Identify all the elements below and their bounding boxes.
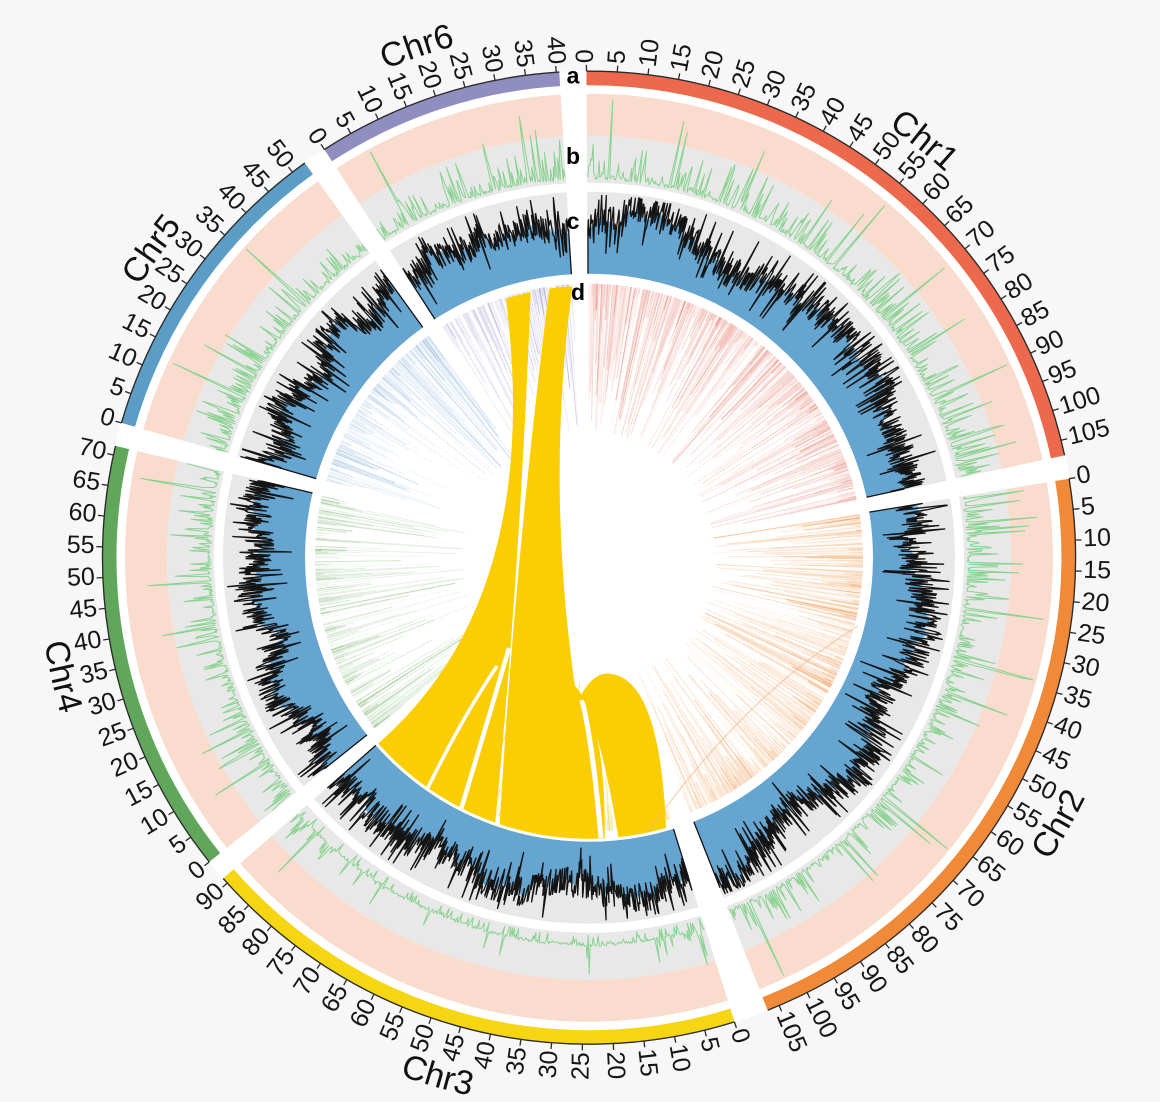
svg-text:70: 70 (76, 432, 109, 465)
svg-text:60: 60 (68, 498, 98, 528)
svg-text:45: 45 (68, 594, 99, 625)
svg-text:20: 20 (1080, 587, 1110, 617)
svg-text:25: 25 (567, 1052, 595, 1080)
svg-text:5: 5 (1080, 492, 1097, 521)
svg-text:c: c (567, 208, 580, 234)
svg-text:0: 0 (1074, 460, 1092, 490)
svg-text:40: 40 (468, 1039, 501, 1072)
svg-text:50: 50 (66, 563, 95, 592)
svg-text:25: 25 (444, 49, 478, 83)
svg-text:a: a (567, 63, 580, 89)
svg-text:35: 35 (501, 1045, 533, 1076)
svg-text:20: 20 (601, 1051, 630, 1080)
svg-text:15: 15 (1083, 556, 1112, 585)
svg-text:40: 40 (541, 36, 571, 66)
svg-text:30: 30 (1069, 649, 1102, 682)
svg-text:5: 5 (602, 49, 631, 64)
svg-text:30: 30 (476, 42, 509, 75)
svg-text:d: d (571, 279, 585, 305)
svg-text:35: 35 (77, 656, 111, 690)
svg-text:10: 10 (664, 1042, 696, 1074)
svg-text:10: 10 (634, 37, 665, 68)
svg-text:15: 15 (632, 1047, 663, 1078)
svg-text:15: 15 (665, 41, 698, 73)
svg-text:25: 25 (1076, 618, 1108, 650)
svg-text:35: 35 (508, 38, 539, 69)
svg-text:0: 0 (571, 49, 599, 63)
svg-text:b: b (566, 143, 580, 169)
svg-text:30: 30 (534, 1050, 564, 1080)
svg-text:5: 5 (694, 1034, 725, 1054)
svg-text:65: 65 (71, 465, 103, 497)
svg-text:10: 10 (1083, 523, 1112, 552)
svg-text:40: 40 (72, 625, 104, 657)
svg-text:55: 55 (67, 531, 95, 560)
svg-text:20: 20 (696, 48, 730, 82)
